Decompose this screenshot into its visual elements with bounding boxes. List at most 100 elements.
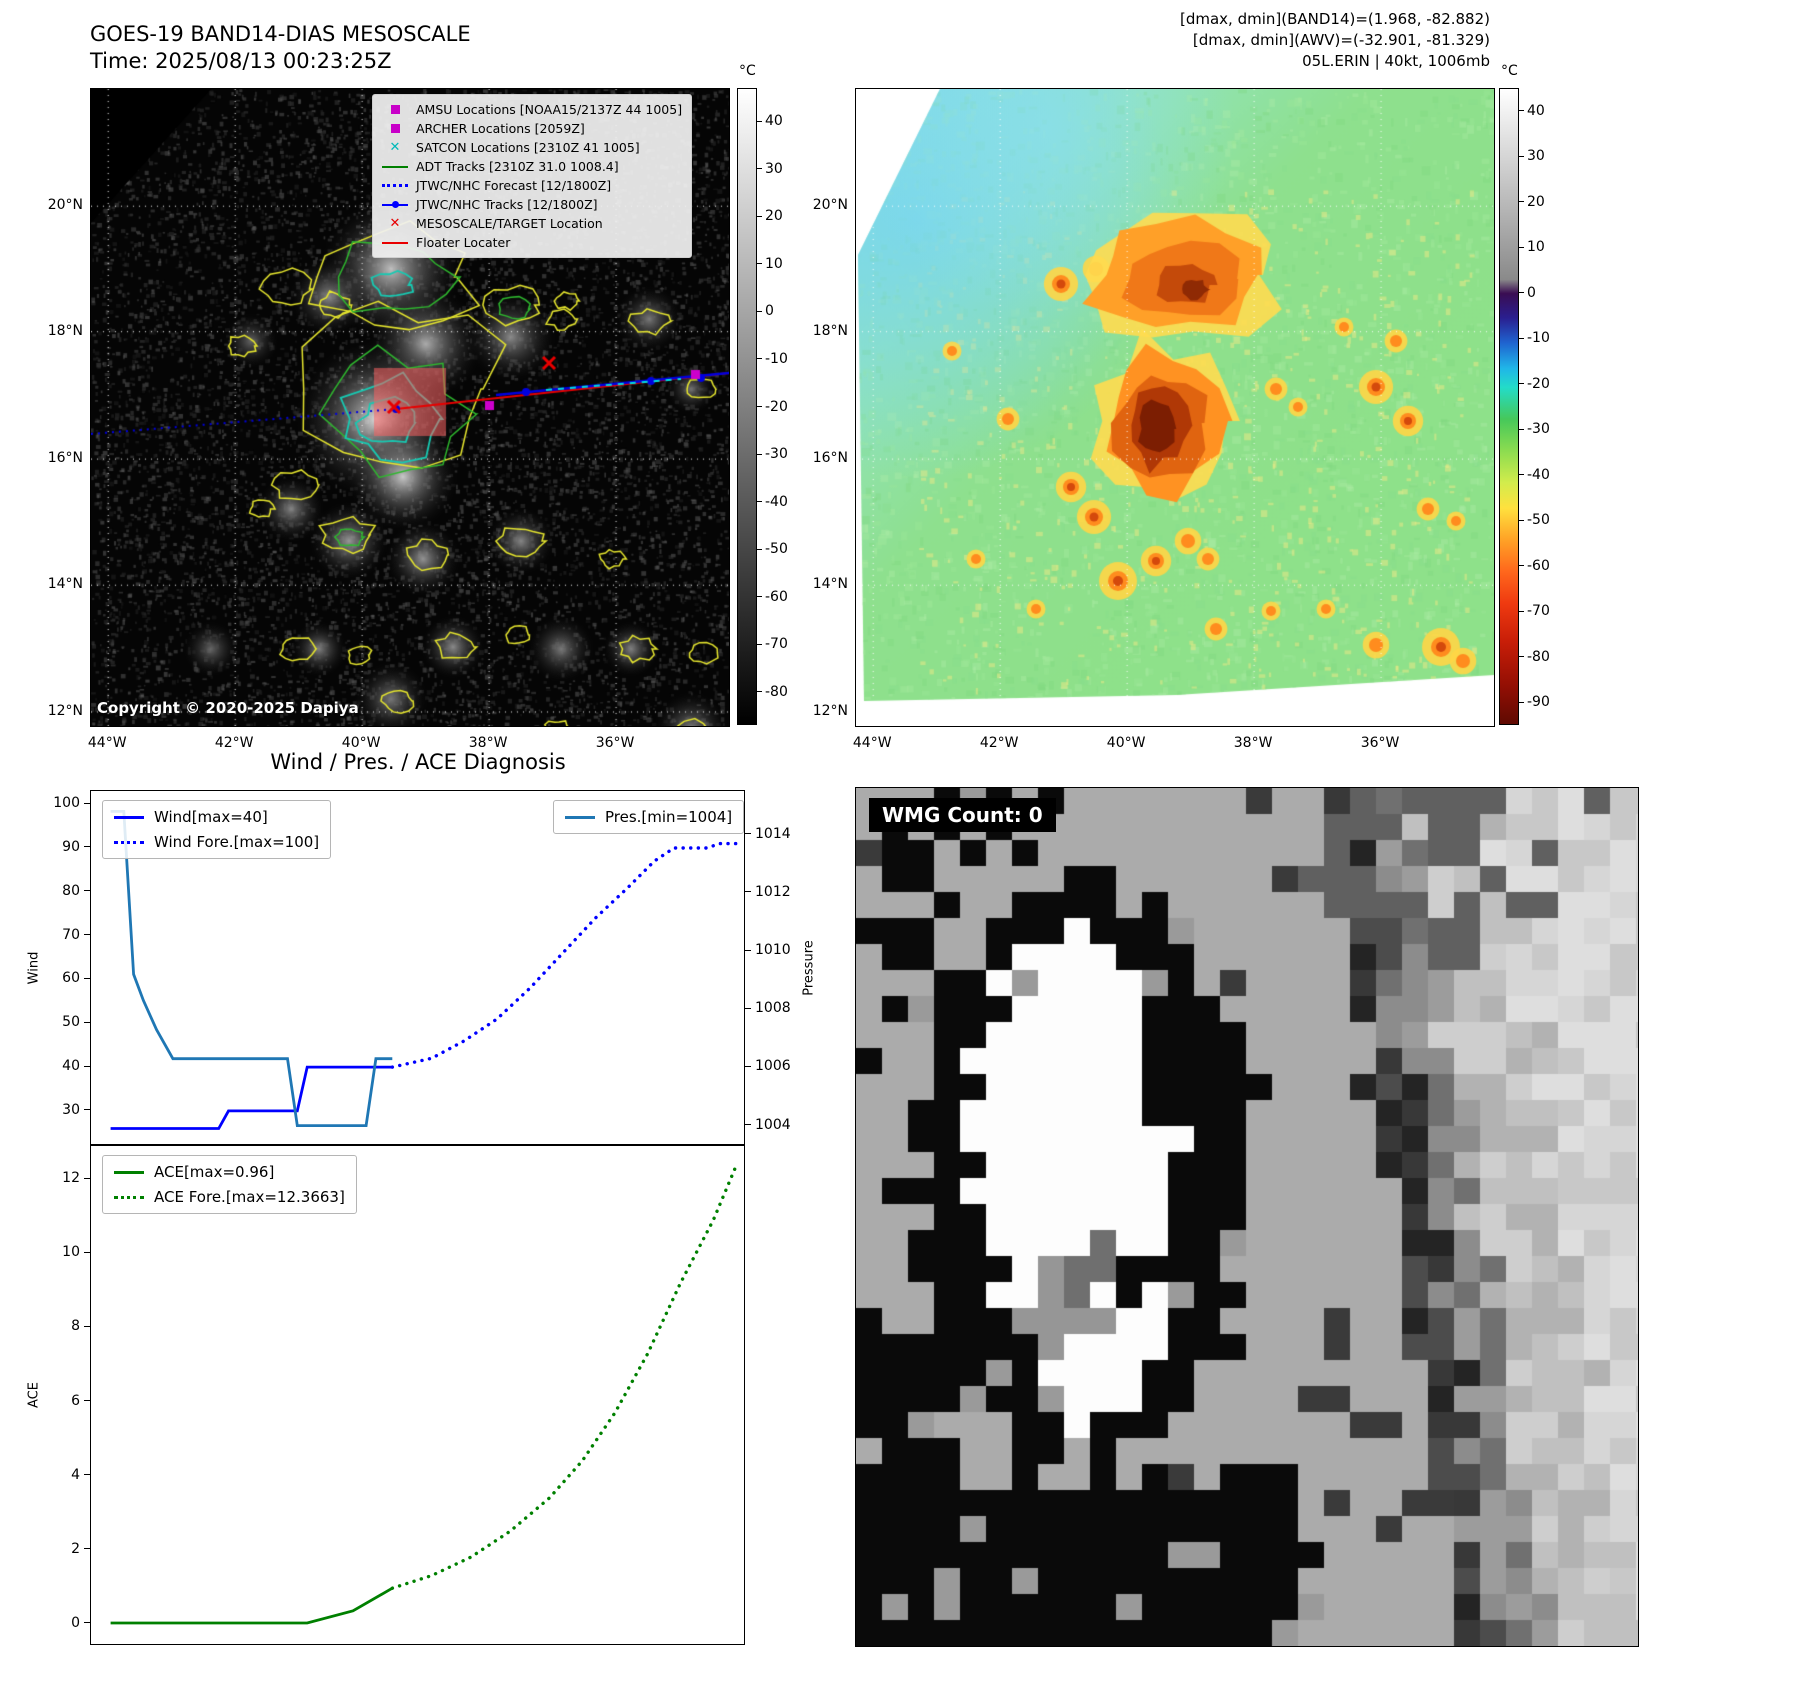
ir-colorbar-tick: -10 <box>765 350 788 367</box>
tick-mark <box>84 1065 90 1067</box>
line-marker-icon <box>382 161 408 173</box>
colorbar-tick-mark <box>1519 337 1524 339</box>
x-marker-icon: ✕ <box>389 139 401 155</box>
dmax-dmin-band14: [dmax, dmin](BAND14)=(1.968, -82.882) <box>1179 10 1490 28</box>
ir-lat-label: 12°N <box>47 702 83 719</box>
ir-legend-label: ARCHER Locations [2059Z] <box>416 121 585 136</box>
solid-line-marker-icon <box>565 815 595 819</box>
tick-mark <box>745 1007 751 1009</box>
tick-mark <box>84 1548 90 1550</box>
colorbar-tick-mark <box>757 168 762 170</box>
colorbar-tick-mark <box>757 453 762 455</box>
colorbar-tick-mark <box>757 501 762 503</box>
ir-colorbar-tick: 20 <box>765 208 783 225</box>
copyright-text: Copyright © 2020-2025 Dapiya <box>97 699 359 717</box>
ir-colorbar-tick: -70 <box>765 636 788 653</box>
awv-lon-label: 38°W <box>1233 735 1273 751</box>
colorbar-tick-mark <box>1519 519 1524 521</box>
diagnosis-title: Wind / Pres. / ACE Diagnosis <box>270 750 566 774</box>
wind-pressure-ytick-right: 1008 <box>755 1000 791 1017</box>
square-marker-icon <box>382 104 408 116</box>
tick-mark <box>84 1325 90 1327</box>
awv-colorbar-tick: 20 <box>1527 193 1545 210</box>
tick-mark <box>84 977 90 979</box>
tick-mark <box>84 846 90 848</box>
tick-mark <box>84 1622 90 1624</box>
tick-mark <box>84 1474 90 1476</box>
dmax-dmin-awv: [dmax, dmin](AWV)=(-32.901, -81.329) <box>1192 31 1490 49</box>
wmg-map-frame <box>855 787 1639 1647</box>
ace-series-1 <box>390 1163 738 1590</box>
awv-colorbar-tick: -70 <box>1527 603 1550 620</box>
tick-mark <box>745 1065 751 1067</box>
ir-lat-label: 20°N <box>47 197 83 214</box>
line-marker-icon <box>382 237 408 249</box>
pressure-legend: Pres.[min=1004] <box>553 800 745 834</box>
ir-colorbar-unit: °C <box>739 63 756 79</box>
wind-pressure-ytick-left: 100 <box>53 795 80 812</box>
ir-colorbar-tick: -20 <box>765 398 788 415</box>
tick-mark <box>745 891 751 893</box>
awv-colorbar-tick: -50 <box>1527 512 1550 529</box>
ace-series-svg <box>110 1163 738 1625</box>
awv-lat-label: 16°N <box>812 450 848 467</box>
awv-colorbar-tick: 40 <box>1527 102 1545 119</box>
awv-colorbar <box>1499 88 1519 725</box>
awv-lat-label: 12°N <box>812 702 848 719</box>
ir-colorbar-tick: -60 <box>765 588 788 605</box>
ace-ytick-left: 0 <box>71 1614 80 1631</box>
wind-pressure-series-0 <box>110 1065 393 1130</box>
legend-label: Pres.[min=1004] <box>605 808 733 826</box>
ir-lat-label: 14°N <box>47 576 83 593</box>
ir-legend-label: JTWC/NHC Forecast [12/1800Z] <box>416 178 612 193</box>
tick-mark <box>745 1124 751 1126</box>
colorbar-tick-mark <box>1519 383 1524 385</box>
ir-map-legend: AMSU Locations [NOAA15/2137Z 44 1005] ARC… <box>372 94 693 258</box>
wind-legend: Wind[max=40] Wind Fore.[max=100] <box>102 800 332 859</box>
tick-mark <box>745 833 751 835</box>
ace-ytick-left: 2 <box>71 1540 80 1557</box>
ir-legend-label: ADT Tracks [2310Z 31.0 1008.4] <box>416 159 619 174</box>
awv-colorbar-tick: 10 <box>1527 239 1545 256</box>
wmg-pixel-image <box>856 788 1638 1646</box>
ace-ytick-left: 8 <box>71 1318 80 1335</box>
x-marker-icon: ✕ <box>389 215 401 231</box>
colorbar-tick-mark <box>1519 565 1524 567</box>
ir-colorbar-tick: -40 <box>765 493 788 510</box>
legend-entry: Wind Fore.[max=100] <box>114 833 319 851</box>
wind-pressure-ytick-left: 30 <box>62 1101 80 1118</box>
dotted-line-marker-icon <box>114 840 144 844</box>
ace-ylabel-left: ACE <box>26 1382 42 1408</box>
legend-label: ACE[max=0.96] <box>154 1163 275 1181</box>
awv-colorbar-tick: 0 <box>1527 284 1536 301</box>
awv-colorbar-unit: °C <box>1501 63 1518 79</box>
ir-legend-item: ✕ SATCON Locations [2310Z 41 1005] <box>382 140 682 155</box>
ir-legend-item: JTWC/NHC Tracks [12/1800Z] <box>382 197 682 212</box>
awv-colorbar-tick: -90 <box>1527 694 1550 711</box>
ir-colorbar-tick: -50 <box>765 541 788 558</box>
ir-legend-item: AMSU Locations [NOAA15/2137Z 44 1005] <box>382 102 682 117</box>
awv-colorbar-tick: -10 <box>1527 330 1550 347</box>
ace-series-0 <box>110 1586 393 1625</box>
tick-mark <box>84 1251 90 1253</box>
ir-colorbar-tick: -80 <box>765 683 788 700</box>
awv-colorbar-tick: -40 <box>1527 466 1550 483</box>
ir-colorbar-tick: 40 <box>765 113 783 130</box>
tick-mark <box>84 1400 90 1402</box>
ir-legend-label: JTWC/NHC Tracks [12/1800Z] <box>416 197 598 212</box>
ir-legend-item: ARCHER Locations [2059Z] <box>382 121 682 136</box>
colorbar-tick-mark <box>1519 110 1524 112</box>
ir-legend-label: SATCON Locations [2310Z 41 1005] <box>416 140 640 155</box>
wind-pressure-series-2 <box>110 809 393 1128</box>
tick-mark <box>84 1021 90 1023</box>
awv-lat-label: 18°N <box>812 322 848 339</box>
awv-colorbar-tick: -20 <box>1527 375 1550 392</box>
legend-entry: Wind[max=40] <box>114 808 319 826</box>
awv-lon-label: 40°W <box>1106 735 1146 751</box>
ace-ytick-left: 12 <box>62 1170 80 1187</box>
wind-pressure-ylabel-right: Pressure <box>801 939 817 996</box>
ir-lon-label: 42°W <box>214 735 254 751</box>
wind-pressure-ytick-left: 40 <box>62 1058 80 1075</box>
solid-line-marker-icon <box>114 1170 144 1174</box>
